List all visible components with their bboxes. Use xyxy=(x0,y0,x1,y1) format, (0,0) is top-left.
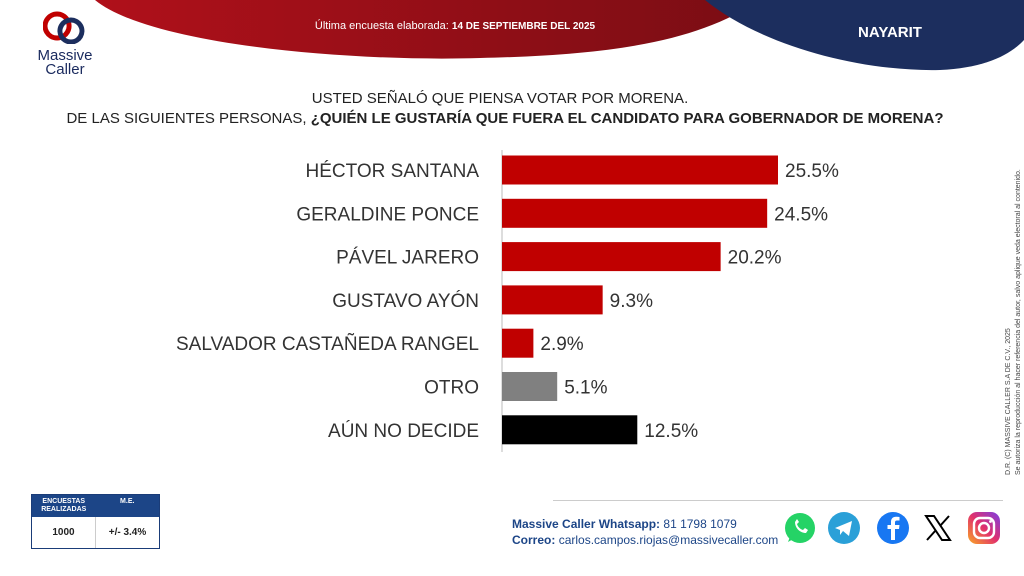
whatsapp-icon[interactable] xyxy=(782,510,818,546)
whatsapp-label: Massive Caller Whatsapp: xyxy=(512,517,661,531)
email-link[interactable]: carlos.campos.riojas@massivecaller.com xyxy=(558,533,779,547)
survey-date-value: 14 DE SEPTIEMBRE DEL 2025 xyxy=(451,21,596,32)
header-navy-shape xyxy=(705,0,1024,71)
value-label: 2.9% xyxy=(540,334,583,355)
category-label: PÁVEL JARERO xyxy=(336,248,479,269)
email-label: Correo: xyxy=(512,533,556,547)
surveys-value: 1000 xyxy=(32,517,96,548)
copyright-line2: Se autoriza la reproducción al hacer ref… xyxy=(1015,169,1022,475)
header-banner xyxy=(95,0,1024,71)
category-label: HÉCTOR SANTANA xyxy=(306,161,480,182)
surveys-header: ENCUESTAS REALIZADAS xyxy=(41,498,87,513)
brand-logo: Massive Caller xyxy=(30,10,100,77)
value-label: 5.1% xyxy=(564,378,607,399)
me-header: M.E. xyxy=(120,498,135,505)
category-label: AÚN NO DECIDE xyxy=(328,420,479,442)
sample-stats-table: ENCUESTAS REALIZADAS M.E. 1000 +/- 3.4% xyxy=(31,494,160,549)
category-label: OTRO xyxy=(424,378,479,399)
bar xyxy=(502,328,534,358)
survey-date-banner: Última encuesta elaborada: 14 DE SEPTIEM… xyxy=(290,20,620,32)
header-red-shape xyxy=(95,0,760,59)
question-line1: USTED SEÑALÓ QUE PIENSA VOTAR POR MORENA… xyxy=(311,90,689,107)
instagram-icon[interactable] xyxy=(966,510,1002,546)
brand-name-line1: Massive xyxy=(37,47,93,64)
bar xyxy=(502,242,721,272)
contact-divider xyxy=(553,500,1003,501)
value-label: 9.3% xyxy=(610,291,653,312)
copyright-note: D.R. (C) MASSIVE CALLER S.A DE C.V., 202… xyxy=(1005,169,1022,475)
value-label: 24.5% xyxy=(774,204,828,225)
category-label: GERALDINE PONCE xyxy=(296,204,479,225)
region-label: NAYARIT xyxy=(858,24,922,41)
copyright-line1: D.R. (C) MASSIVE CALLER S.A DE C.V., 202… xyxy=(1005,328,1012,475)
survey-date-label: Última encuesta elaborada: xyxy=(314,20,449,32)
category-label: SALVADOR CASTAÑEDA RANGEL xyxy=(176,333,479,355)
value-label: 12.5% xyxy=(644,421,698,442)
contact-info: Massive Caller Whatsapp: 81 1798 1079 Co… xyxy=(512,516,778,548)
question-line2: DE LAS SIGUIENTES PERSONAS, ¿QUIÉN LE GU… xyxy=(0,110,1010,127)
telegram-icon[interactable] xyxy=(826,510,862,546)
value-label: 25.5% xyxy=(785,161,839,182)
logo-mark-icon xyxy=(42,11,85,45)
bar xyxy=(502,155,778,185)
brand-name-line2: Caller xyxy=(45,61,85,78)
bar xyxy=(502,372,558,401)
whatsapp-number[interactable]: 81 1798 1079 xyxy=(663,517,737,531)
x-icon[interactable] xyxy=(920,510,956,546)
bar xyxy=(502,415,638,445)
question-line2-bold: ¿QUIÉN LE GUSTARÍA QUE FUERA EL CANDIDAT… xyxy=(306,110,944,127)
question-line2-plain: DE LAS SIGUIENTES PERSONAS, xyxy=(66,110,307,127)
me-value: +/- 3.4% xyxy=(108,527,147,538)
facebook-icon[interactable] xyxy=(875,510,911,546)
category-label: GUSTAVO AYÓN xyxy=(332,290,479,312)
bar xyxy=(502,285,603,315)
value-label: 20.2% xyxy=(728,248,782,269)
bar xyxy=(502,198,768,228)
